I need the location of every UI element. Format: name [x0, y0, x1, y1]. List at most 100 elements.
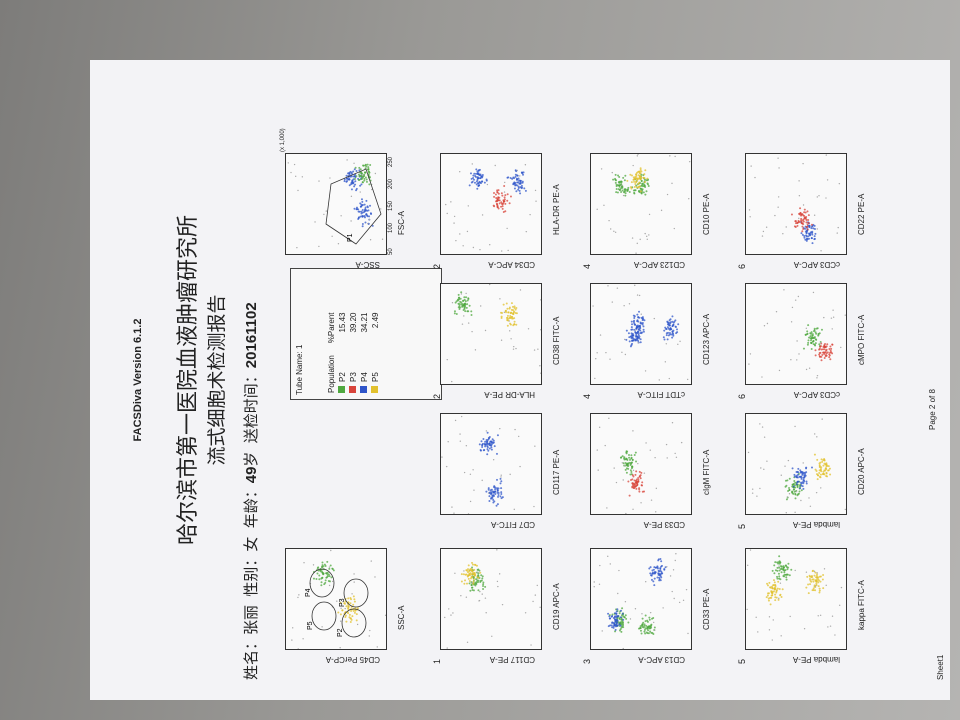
- dot: [353, 611, 356, 614]
- dot: [630, 457, 633, 460]
- dot: [825, 197, 827, 199]
- dot: [787, 562, 790, 565]
- dot: [796, 359, 798, 361]
- dot: [506, 324, 509, 327]
- dot: [502, 200, 505, 203]
- dot: [367, 171, 370, 174]
- dot: [663, 329, 666, 332]
- dot: [490, 497, 493, 500]
- dot: [818, 353, 821, 356]
- dot: [496, 434, 499, 437]
- dot: [493, 205, 496, 208]
- dot: [816, 458, 819, 461]
- dot: [492, 498, 495, 501]
- dot: [623, 616, 626, 619]
- scatter: P1: [287, 159, 384, 249]
- dot: [513, 306, 516, 309]
- dot: [836, 232, 838, 234]
- dot: [513, 187, 516, 190]
- dot: [343, 602, 346, 605]
- dot: [815, 574, 818, 577]
- dot: [772, 619, 774, 621]
- dot: [346, 159, 348, 161]
- dot: [516, 178, 519, 181]
- dot: [844, 314, 846, 316]
- dot: [813, 570, 816, 573]
- dot: [822, 470, 825, 473]
- dot: [337, 243, 340, 245]
- dot: [805, 231, 808, 234]
- dot: [766, 322, 769, 325]
- dot: [481, 444, 484, 447]
- dot: [648, 567, 651, 570]
- dot: [636, 186, 639, 189]
- dot: [654, 629, 656, 631]
- dot: [782, 232, 784, 235]
- dot: [615, 623, 618, 626]
- dot: [805, 221, 808, 224]
- dot: [820, 328, 823, 331]
- dot: [469, 500, 472, 503]
- dot: [818, 589, 821, 592]
- dot: [625, 471, 628, 474]
- dot: [667, 322, 670, 325]
- axis-scale: (x 1,000): [280, 128, 286, 152]
- dot: [626, 189, 629, 192]
- dot: [363, 177, 366, 180]
- dot: [802, 487, 805, 490]
- dot: [774, 214, 776, 217]
- dot: [615, 188, 618, 191]
- dot: [501, 205, 504, 208]
- dot: [331, 235, 333, 238]
- population-table: Population %Parent P2 15.43 P3 39.20 P4 34.21 P…: [326, 307, 381, 400]
- dot: [815, 491, 818, 494]
- dot: [490, 448, 493, 451]
- dot: [599, 334, 602, 336]
- dot: [827, 469, 830, 472]
- dot: [508, 330, 511, 332]
- dot: [297, 189, 299, 192]
- dot: [820, 466, 823, 469]
- dot: [769, 603, 772, 606]
- dot: [482, 438, 485, 441]
- dot: [621, 612, 624, 615]
- dot: [507, 311, 510, 314]
- dot: [831, 328, 833, 330]
- dot: [448, 608, 450, 610]
- dot: [354, 607, 357, 610]
- dot: [617, 592, 619, 595]
- dot: [777, 580, 780, 583]
- gate: [309, 568, 335, 598]
- dot: [641, 625, 644, 628]
- dot: [460, 293, 463, 295]
- dot: [444, 616, 446, 619]
- dot: [352, 603, 355, 606]
- dot: [804, 238, 807, 241]
- dot: [466, 571, 469, 574]
- dot: [367, 222, 369, 225]
- dot: [486, 453, 489, 456]
- dot: [650, 574, 653, 577]
- tube-name: Tube Name: 1: [295, 344, 304, 395]
- dot: [649, 630, 652, 633]
- dot: [776, 566, 779, 569]
- dot: [451, 506, 453, 508]
- dot: [749, 549, 752, 551]
- dot: [635, 487, 638, 490]
- dot: [818, 355, 821, 358]
- dot: [493, 195, 496, 198]
- dot: [639, 625, 642, 628]
- dot: [339, 613, 342, 616]
- dot: [350, 175, 353, 178]
- dot: [511, 317, 514, 320]
- dot: [801, 230, 804, 233]
- dot: [359, 184, 362, 187]
- dot: [492, 501, 495, 504]
- dot: [539, 606, 541, 609]
- dot: [607, 612, 610, 615]
- dot: [644, 627, 647, 630]
- dot: [767, 597, 770, 600]
- dot: [516, 174, 519, 177]
- dot: [614, 181, 617, 184]
- dot: [340, 607, 342, 610]
